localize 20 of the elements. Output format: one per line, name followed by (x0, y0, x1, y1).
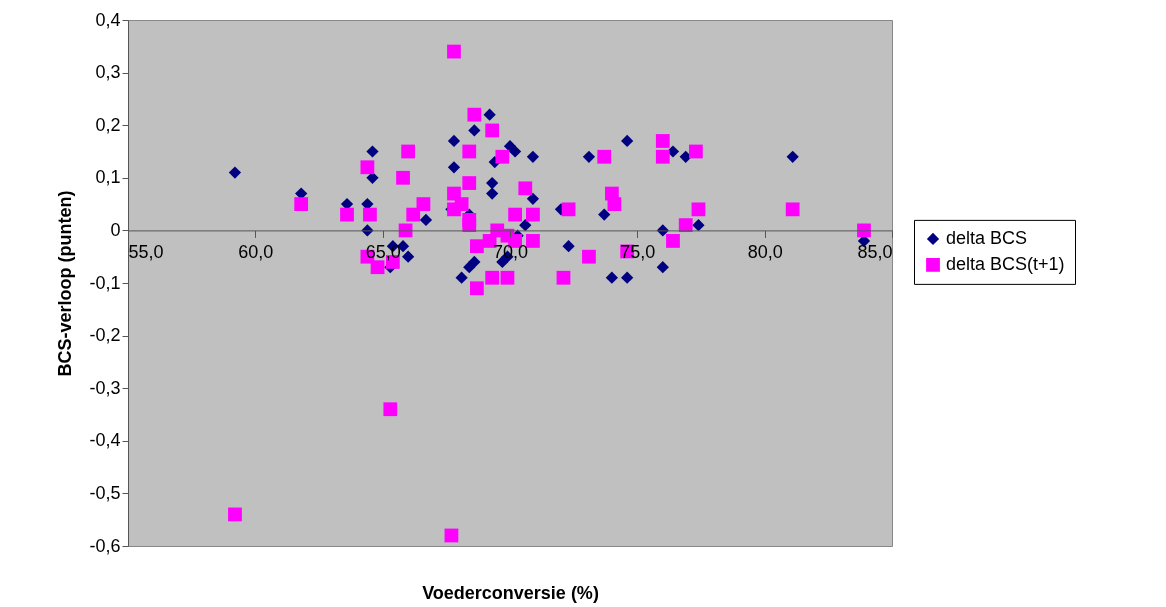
y-tick-label: 0,4 (95, 9, 121, 30)
legend-label: delta BCS(t+1) (946, 253, 1065, 274)
y-tick-label: -0,5 (89, 482, 121, 503)
x-tick-label: 80,0 (747, 241, 783, 262)
y-tick-label: -0,2 (89, 325, 121, 346)
y-tick-label: 0,1 (95, 167, 121, 188)
x-tick-label: 70,0 (492, 241, 529, 262)
x-tick-label: 55,0 (128, 241, 164, 262)
y-tick-label: 0,3 (95, 62, 121, 83)
y-tick-label: -0,4 (89, 430, 121, 451)
legend-label: delta BCS (946, 227, 1028, 248)
y-tick-label: -0,6 (89, 535, 121, 556)
y-axis-title: BCS-verloop (punten) (55, 190, 76, 377)
x-axis-title: Voederconversie (%) (422, 582, 599, 603)
y-tick-label: 0,2 (95, 114, 121, 135)
y-tick-label: -0,1 (89, 272, 121, 293)
y-tick-label: -0,3 (89, 377, 121, 398)
x-tick-label: 60,0 (238, 241, 274, 262)
x-tick-label: 85,0 (857, 241, 893, 262)
y-tick-label: 0 (110, 219, 121, 240)
